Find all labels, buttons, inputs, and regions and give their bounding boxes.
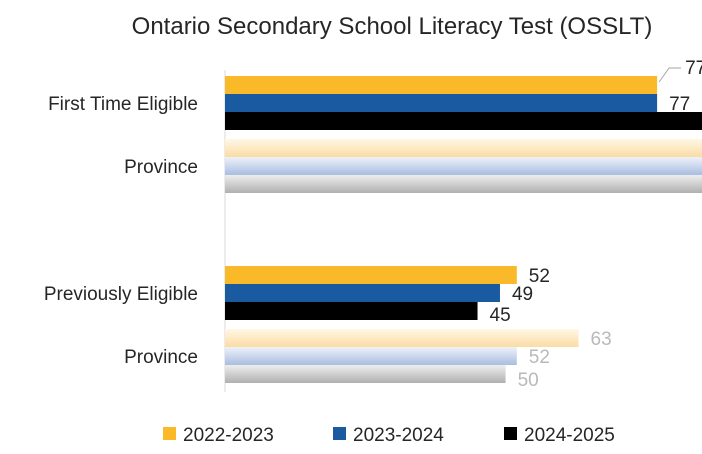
bar-2022-2023 bbox=[225, 329, 579, 347]
bar-2024-2025 bbox=[225, 175, 702, 193]
bar-2024-2025 bbox=[225, 365, 506, 383]
legend-label: 2022-2023 bbox=[183, 425, 274, 446]
bar-2022-2023 bbox=[225, 76, 658, 94]
leader-line bbox=[658, 67, 682, 83]
legend-swatch bbox=[333, 427, 346, 440]
data-label: 52 bbox=[529, 347, 550, 368]
data-label: 63 bbox=[591, 329, 612, 350]
legend-label: 2023-2024 bbox=[353, 425, 444, 446]
data-label: 77 bbox=[685, 58, 702, 79]
data-label: 77 bbox=[669, 94, 690, 115]
legend: 2022-2023 2023-2024 2024-2025 bbox=[163, 425, 615, 446]
bar-2023-2024 bbox=[225, 284, 500, 302]
category-label: First Time Eligible bbox=[48, 94, 198, 115]
chart-title: Ontario Secondary School Literacy Test (… bbox=[132, 13, 653, 40]
bars-layer bbox=[225, 76, 702, 383]
bar-2023-2024 bbox=[225, 347, 517, 365]
data-label: 52 bbox=[529, 266, 550, 287]
category-label: Province bbox=[124, 157, 198, 178]
category-label: Province bbox=[124, 347, 198, 368]
data-label: 50 bbox=[518, 370, 539, 391]
bar-2024-2025 bbox=[225, 302, 478, 320]
bar-2024-2025 bbox=[225, 112, 702, 130]
legend-swatch bbox=[163, 427, 176, 440]
category-labels: First Time Eligible Province Previously El… bbox=[44, 94, 198, 368]
bar-2022-2023 bbox=[225, 139, 702, 157]
legend-swatch bbox=[504, 427, 517, 440]
bar-2022-2023 bbox=[225, 266, 517, 284]
data-label: 45 bbox=[490, 305, 511, 326]
bar-2023-2024 bbox=[225, 94, 658, 112]
legend-label: 2024-2025 bbox=[524, 425, 615, 446]
category-label: Previously Eligible bbox=[44, 284, 198, 305]
bar-2023-2024 bbox=[225, 157, 702, 175]
data-label: 49 bbox=[512, 284, 533, 305]
